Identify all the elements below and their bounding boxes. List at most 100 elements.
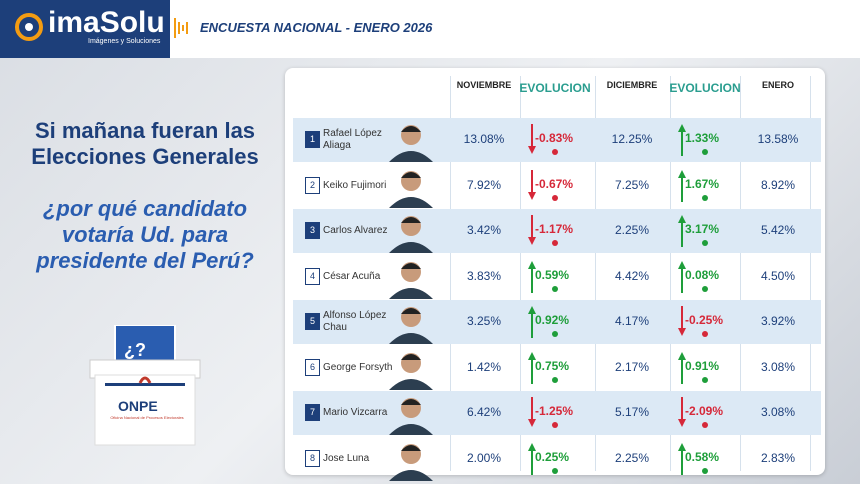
rank: 1 <box>305 131 320 148</box>
candidate-photo <box>389 307 433 344</box>
ballot-label: ONPE <box>118 398 158 414</box>
trend-arrow <box>678 260 708 293</box>
column-divider <box>740 76 741 471</box>
percentage: 3.42% <box>466 223 502 237</box>
trend-arrow <box>678 124 708 156</box>
percentage: 7.92% <box>466 177 502 192</box>
change: -1.17% <box>535 222 574 236</box>
candidate-name: George Forsyth <box>323 361 393 373</box>
column-divider <box>520 76 521 471</box>
candidate-name: Carlos Alvarez <box>323 225 388 236</box>
percentage: 7.25% <box>614 177 650 192</box>
candidate-photo <box>389 216 433 253</box>
change: -2.09% <box>685 404 724 418</box>
trend-arrow <box>678 306 708 337</box>
percentage: 3.83% <box>466 268 502 283</box>
ballot-mark: ¿? <box>124 340 146 360</box>
percentage: 1.42% <box>466 359 502 374</box>
trend-arrow <box>528 397 558 428</box>
candidate-name: Jose Luna <box>323 452 370 464</box>
candidate-photo <box>389 125 433 162</box>
candidate-photo <box>389 170 433 208</box>
change: -0.67% <box>535 176 574 191</box>
rank: 3 <box>305 222 320 239</box>
rank: 5 <box>305 313 320 330</box>
column-divider <box>450 76 451 471</box>
candidate-name: Mario Vizcarra <box>323 407 388 418</box>
table-row: 3 Carlos Alvarez 3.42% 2.25% 5.42% -1.17% 3.17… <box>293 209 821 253</box>
percentage: 4.50% <box>760 268 796 283</box>
trend-arrow <box>678 215 708 247</box>
logo-icon <box>15 13 43 41</box>
trend-arrow <box>528 351 558 384</box>
percentage: 2.17% <box>614 359 650 374</box>
change: 0.08% <box>685 267 720 282</box>
candidate-name: Keiko Fujimori <box>323 179 387 191</box>
change: -1.25% <box>535 404 574 418</box>
change: 0.59% <box>535 267 570 282</box>
rank: 7 <box>305 404 320 421</box>
trend-arrow <box>528 124 558 155</box>
logo-text: imaSolu <box>48 6 165 39</box>
change: 0.25% <box>535 449 570 464</box>
percentage: 5.42% <box>760 223 796 237</box>
change: -0.25% <box>685 313 724 327</box>
survey-title: ENCUESTA NACIONAL - ENERO 2026 <box>200 20 433 35</box>
candidate-name: Alfonso López Chau <box>323 310 387 333</box>
table-row: 7 Mario Vizcarra 6.42% 5.17% 3.08% -1.25% -2.0… <box>293 391 821 435</box>
percentage: 3.08% <box>760 359 796 374</box>
percentage: 6.42% <box>466 405 502 419</box>
rank: 6 <box>305 358 320 376</box>
column-header: ENERO <box>761 80 795 90</box>
column-header: EVOLUCION <box>519 81 591 95</box>
trend-arrow <box>528 169 558 201</box>
percentage: 2.25% <box>614 223 650 237</box>
candidate-name: César Acuña <box>323 270 381 282</box>
table-row: 4 César Acuña 3.83% 4.42% 4.50% 0.59% 0.08% <box>293 255 821 299</box>
logo-subtitle: Imágenes y Soluciones <box>88 38 161 45</box>
percentage: 3.25% <box>466 314 502 328</box>
ballot-box <box>89 325 201 446</box>
table-row: 1 Rafael López Aliaga 13.08% 12.25% 13.58% -0… <box>293 118 821 162</box>
trend-arrow <box>528 442 558 475</box>
trend-arrow <box>678 351 708 384</box>
trend-arrow <box>528 306 558 338</box>
candidate-photo <box>389 261 433 299</box>
trend-arrow <box>678 442 708 475</box>
candidate-photo <box>389 352 433 390</box>
trend-arrow <box>528 260 558 293</box>
column-divider <box>670 76 671 471</box>
logo: imaSolu Imágenes y Soluciones <box>0 0 170 58</box>
rank: 2 <box>305 176 320 194</box>
percentage: 13.08% <box>463 132 505 146</box>
percentage: 2.83% <box>760 450 796 465</box>
column-header: EVOLUCION <box>669 81 741 95</box>
candidate-photo <box>389 398 433 435</box>
column-divider <box>595 76 596 471</box>
percentage: 8.92% <box>760 177 796 192</box>
question-line: ¿por qué candidato votaría Ud. para pres… <box>36 196 254 273</box>
candidate-name: Rafael López Aliaga <box>323 128 382 151</box>
table-row: 8 Jose Luna 2.00% 2.25% 2.83% 0.25% 0.58% <box>293 437 821 481</box>
change: 0.58% <box>685 449 720 464</box>
candidate-photo <box>389 443 433 481</box>
change: 3.17% <box>685 222 720 236</box>
ballot-subtitle: Oficina Nacional de Procesos Electorales <box>110 415 184 420</box>
change: 0.75% <box>535 358 570 373</box>
column-header: NOVIEMBRE <box>456 80 512 90</box>
percentage: 2.00% <box>466 450 502 465</box>
results-table: NOVIEMBRE EVOLUCION DICIEMBRE EVOLUCION ENER… <box>285 68 825 481</box>
percentage: 5.17% <box>614 405 650 419</box>
percentage: 2.25% <box>614 450 650 465</box>
column-divider <box>810 76 811 471</box>
percentage: 13.58% <box>757 132 799 146</box>
percentage: 3.92% <box>760 314 796 328</box>
table-row: 6 George Forsyth 1.42% 2.17% 3.08% 0.75% 0.91% <box>293 346 821 390</box>
percentage: 4.17% <box>614 314 650 328</box>
trend-arrow <box>678 169 708 202</box>
change: 1.33% <box>685 131 720 145</box>
change: 1.67% <box>685 176 720 191</box>
percentage: 3.08% <box>760 405 796 419</box>
change: -0.83% <box>535 131 574 145</box>
